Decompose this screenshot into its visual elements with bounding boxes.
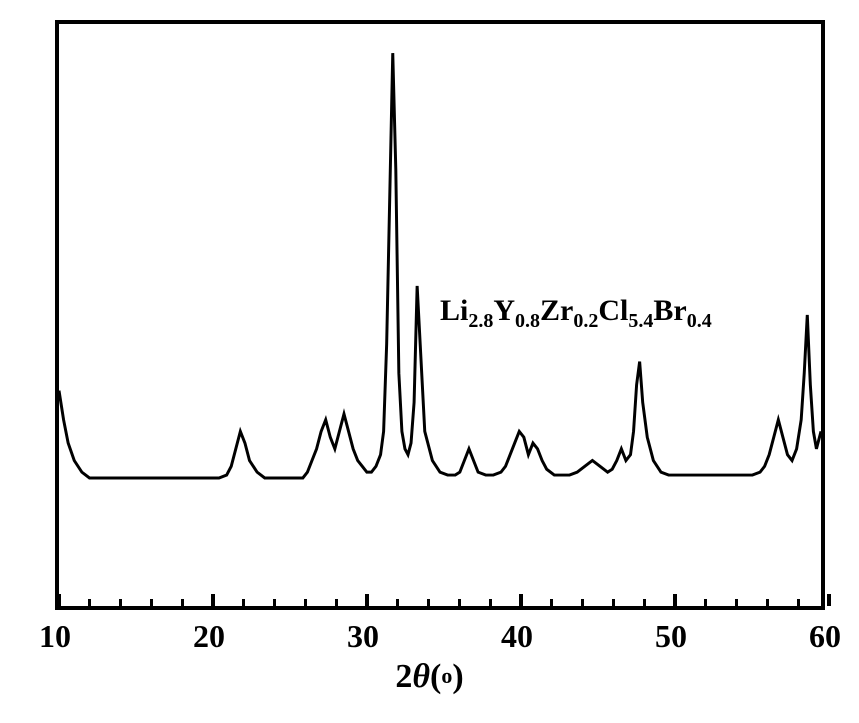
x-tick-minor (335, 599, 338, 606)
x-tick-minor (550, 599, 553, 606)
x-tick-label: 30 (347, 618, 379, 655)
x-axis-title-deg: o (441, 663, 452, 688)
x-tick-minor (704, 599, 707, 606)
x-tick-major (57, 594, 61, 606)
x-tick-minor (396, 599, 399, 606)
x-tick-minor (643, 599, 646, 606)
x-tick-minor (273, 599, 276, 606)
x-tick-minor (304, 599, 307, 606)
x-axis-title-open: ( (430, 658, 441, 695)
compound-formula-annotation: Li2.8Y0.8Zr0.2Cl5.4Br0.4 (440, 294, 712, 333)
x-tick-minor (181, 599, 184, 606)
x-tick-minor (735, 599, 738, 606)
x-tick-minor (458, 599, 461, 606)
x-tick-major (827, 594, 831, 606)
x-tick-minor (88, 599, 91, 606)
x-tick-major (673, 594, 677, 606)
x-axis-title-theta: θ (412, 658, 430, 695)
x-tick-major (211, 594, 215, 606)
x-tick-minor (581, 599, 584, 606)
chart-container: Li2.8Y0.8Zr0.2Cl5.4Br0.4 (55, 20, 825, 610)
x-tick-label: 40 (501, 618, 533, 655)
x-tick-label: 10 (39, 618, 71, 655)
x-tick-major (365, 594, 369, 606)
x-tick-label: 60 (809, 618, 841, 655)
x-tick-minor (489, 599, 492, 606)
x-tick-minor (612, 599, 615, 606)
x-tick-minor (427, 599, 430, 606)
x-axis-title-close: ) (452, 658, 463, 695)
x-tick-minor (150, 599, 153, 606)
x-tick-minor (119, 599, 122, 606)
x-tick-label: 50 (655, 618, 687, 655)
x-tick-major (519, 594, 523, 606)
x-tick-label: 20 (193, 618, 225, 655)
x-axis-title-two: 2 (395, 658, 412, 695)
x-tick-minor (766, 599, 769, 606)
x-axis-title: 2θ(o) (395, 658, 463, 696)
x-tick-minor (242, 599, 245, 606)
x-tick-minor (797, 599, 800, 606)
